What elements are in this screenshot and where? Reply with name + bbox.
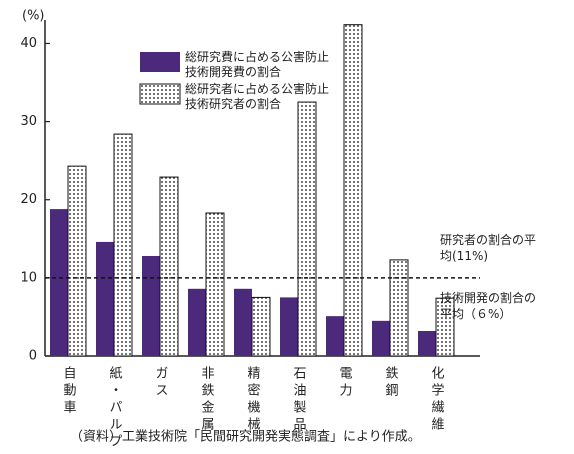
bar (326, 316, 344, 356)
bar (205, 212, 225, 357)
annotation: 研究者の割合の平均(11%) (440, 233, 537, 263)
annotation: 技術開発の割合の平均（６%） (440, 291, 537, 321)
y-axis-label: (%) (22, 9, 45, 24)
y-tick-label: 20 (20, 192, 37, 207)
bar (159, 176, 179, 357)
legend-text: 総研究者に占める公害防止技術研究者の割合 (185, 82, 330, 111)
y-tick-label: 10 (20, 270, 37, 285)
legend-swatch (139, 83, 181, 105)
y-tick-label: 0 (29, 349, 37, 364)
legend-swatch (140, 52, 180, 72)
x-tick-label: 非鉄金属 (199, 366, 215, 434)
bar (96, 241, 114, 356)
bar (389, 259, 409, 357)
y-tick-label: 40 (20, 36, 37, 51)
y-tick-label: 30 (20, 114, 37, 129)
bar (280, 297, 298, 356)
x-tick-label: 電力 (337, 366, 353, 400)
source-note: （資料）工業技術院「民間研究開発実態調査」により作成。 (70, 429, 421, 445)
legend-text: 総研究費に占める公害防止技術開発費の割合 (185, 50, 330, 79)
x-tick-label: 鉄鋼 (383, 366, 399, 400)
x-tick-label: 化学繊維 (429, 366, 445, 434)
x-tick-label: ガス (153, 366, 168, 400)
bar (343, 24, 363, 357)
bar (251, 296, 271, 357)
x-tick-label: 精密機械 (245, 366, 261, 434)
bar (67, 165, 87, 357)
bar (113, 133, 133, 357)
bar (372, 320, 390, 356)
x-tick-label: 石油製品 (291, 366, 307, 434)
bar (297, 101, 317, 357)
x-tick-label: 紙・パルプ (107, 366, 123, 451)
bar (188, 288, 206, 356)
bar (50, 209, 68, 356)
bar (418, 330, 436, 356)
bar (142, 255, 160, 356)
bar (234, 288, 252, 356)
bar (435, 297, 455, 357)
x-tick-label: 自動車 (61, 366, 77, 417)
